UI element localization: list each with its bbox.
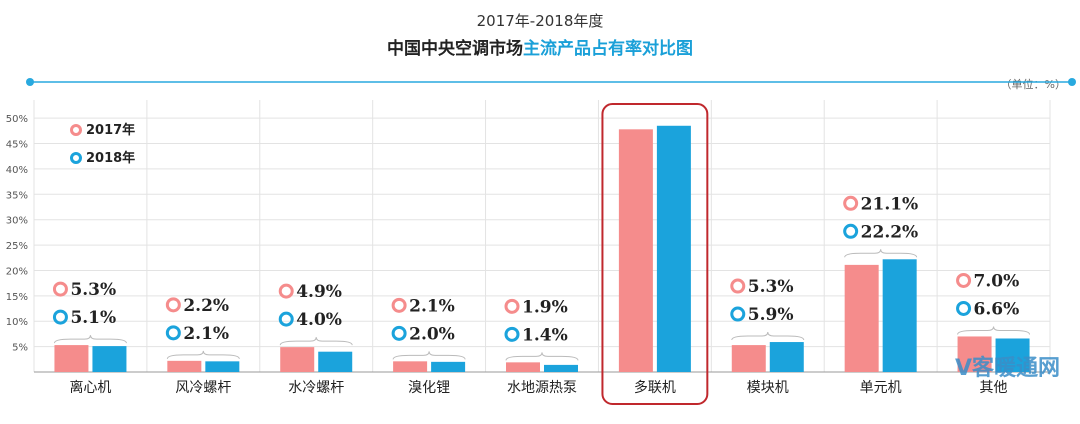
bar-2018 — [431, 361, 466, 372]
legend-2017-label: 2017年 — [86, 123, 136, 138]
legend-2018-label: 2018年 — [86, 151, 136, 166]
x-category-label: 水地源热泵 — [507, 380, 577, 396]
y-tick-label: 50% — [6, 114, 28, 125]
y-tick-label: 40% — [6, 165, 28, 176]
label-brace — [505, 352, 579, 361]
label-2017-icon — [956, 272, 972, 288]
data-label-2017: 4.9% — [296, 282, 342, 302]
x-category-label: 风冷螺杆 — [175, 380, 231, 396]
data-label-2018: 22.2% — [861, 222, 919, 242]
x-category-label: 模块机 — [747, 380, 789, 396]
watermark-logo: V客暖通网 — [954, 356, 1060, 381]
highlight-frame — [601, 103, 709, 405]
x-category-label: 单元机 — [860, 380, 902, 396]
label-2017-icon — [165, 297, 181, 313]
subtitle-part2: 主流产品占有率对比图 — [523, 39, 693, 59]
chart-subtitle: 中国中央空调市场主流产品占有率对比图 — [0, 34, 1080, 59]
label-2017-icon — [391, 297, 407, 313]
data-label-2018: 6.6% — [974, 299, 1020, 319]
data-label-2018: 5.1% — [70, 308, 116, 328]
y-tick-label: 30% — [6, 216, 28, 227]
y-tick-label: 20% — [6, 266, 28, 277]
y-tick-label: 35% — [6, 190, 28, 201]
data-label-2017: 21.1% — [861, 194, 919, 214]
label-2018-icon — [278, 311, 294, 327]
bar-2017 — [280, 347, 315, 372]
y-tick-label: 10% — [6, 317, 28, 328]
bar-2018 — [92, 346, 127, 372]
bar-2018 — [318, 351, 353, 372]
bar-2017 — [844, 264, 879, 372]
label-brace — [957, 326, 1031, 335]
label-2017-icon — [278, 283, 294, 299]
y-tick-label: 5% — [12, 343, 28, 354]
bar-2018 — [882, 259, 917, 372]
x-category-label: 其他 — [980, 380, 1008, 396]
bar-2018 — [656, 125, 691, 373]
bar-2017 — [54, 345, 89, 372]
label-2018-icon — [391, 325, 407, 341]
data-label-2017: 2.2% — [183, 296, 229, 316]
y-tick-label: 15% — [6, 292, 28, 303]
label-brace — [166, 350, 240, 359]
data-label-2018: 2.1% — [183, 324, 229, 344]
y-tick-label: 25% — [6, 241, 28, 252]
label-2017-icon — [730, 278, 746, 294]
data-label-2017: 7.0% — [974, 271, 1020, 291]
x-category-label: 水冷螺杆 — [288, 380, 344, 396]
data-label-2018: 1.4% — [522, 325, 568, 345]
label-2018-icon — [730, 306, 746, 322]
data-label-2017: 2.1% — [409, 296, 455, 316]
bar-2018 — [995, 338, 1030, 372]
bar-2017 — [731, 345, 766, 372]
label-2017-icon — [504, 298, 520, 314]
label-2017-icon — [843, 195, 859, 211]
y-tick-label: 45% — [6, 140, 28, 151]
bar-2018 — [769, 342, 804, 372]
chart-title: 2017年-2018年度 — [476, 12, 604, 30]
label-brace — [844, 249, 918, 258]
label-brace — [279, 337, 353, 346]
bar-2017 — [167, 360, 202, 372]
legend-item-2017: 2017年 — [70, 119, 135, 138]
label-brace — [731, 332, 805, 341]
label-2018-icon — [165, 325, 181, 341]
bar-2018 — [205, 361, 240, 372]
data-label-2018: 4.0% — [296, 310, 342, 330]
label-2018-icon — [956, 300, 972, 316]
legend-2018-icon — [70, 152, 82, 164]
data-label-2017: 1.9% — [522, 297, 568, 317]
label-brace — [392, 351, 466, 360]
data-label-2018: 2.0% — [409, 324, 455, 344]
label-2018-icon — [504, 326, 520, 342]
data-label-2017: 5.3% — [70, 280, 116, 300]
x-category-label: 多联机 — [634, 379, 676, 396]
bar-2017 — [393, 361, 428, 372]
x-category-label: 离心机 — [69, 379, 111, 396]
label-2017-icon — [52, 281, 68, 297]
bar-2017 — [957, 336, 992, 372]
label-brace — [53, 335, 127, 344]
bar-2017 — [618, 129, 653, 372]
subtitle-part1: 中国中央空调市场 — [387, 39, 523, 59]
top-axis-dot-right — [1068, 78, 1076, 86]
label-2018-icon — [843, 223, 859, 239]
data-label-2018: 5.9% — [748, 305, 794, 325]
legend-item-2018: 2018年 — [70, 147, 135, 166]
x-category-label: 溴化锂 — [408, 380, 450, 396]
bar-2017 — [506, 362, 540, 372]
bar-2018 — [544, 364, 578, 372]
legend-2017-icon — [70, 124, 82, 136]
top-axis-dot-left — [26, 78, 34, 86]
label-2018-icon — [52, 309, 68, 325]
data-label-2017: 5.3% — [748, 277, 794, 297]
